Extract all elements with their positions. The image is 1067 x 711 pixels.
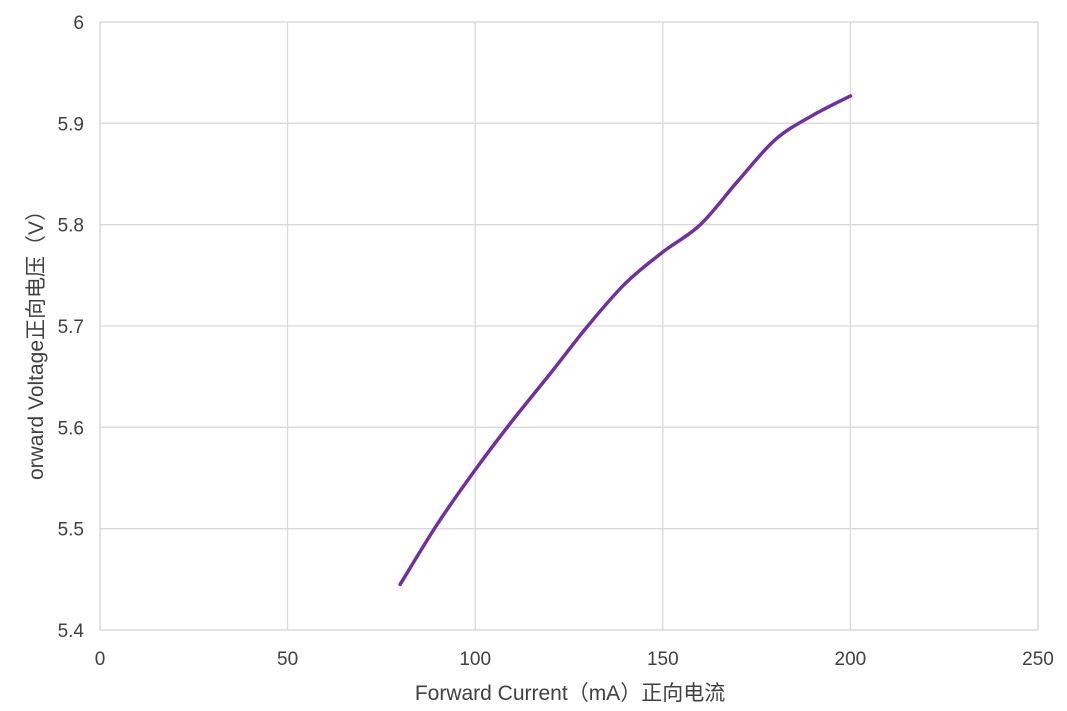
data-point <box>661 250 665 254</box>
y-tick-label: 6 <box>73 13 84 34</box>
y-tick-label: 5.4 <box>58 621 85 642</box>
x-tick-label: 100 <box>459 649 491 670</box>
data-point <box>398 582 402 586</box>
x-tick-label: 50 <box>277 649 298 670</box>
x-tick-label: 150 <box>647 649 679 670</box>
x-tick-label: 200 <box>835 649 867 670</box>
y-tick-label: 5.6 <box>58 418 84 439</box>
x-tick-label: 0 <box>95 649 106 670</box>
data-point <box>436 522 440 526</box>
y-tick-label: 5.7 <box>58 317 84 338</box>
y-axis-title: orward Voltage正向电压（V） <box>25 200 48 480</box>
x-axis-title: Forward Current（mA）正向电流 <box>415 682 725 705</box>
data-point <box>511 418 515 422</box>
x-axis-ticks: 0 50 100 150 200 250 <box>95 649 1054 670</box>
series-line-0 <box>398 94 853 587</box>
y-tick-label: 5.5 <box>58 520 84 541</box>
data-point <box>773 138 777 142</box>
data-point <box>548 372 552 376</box>
data-point <box>811 113 815 117</box>
y-tick-label: 5.9 <box>58 114 84 135</box>
data-point <box>586 324 590 328</box>
data-point <box>623 281 627 285</box>
plot-border <box>99 21 1039 631</box>
data-point <box>848 94 852 98</box>
data-point <box>698 223 702 227</box>
data-point <box>736 179 740 183</box>
y-axis-ticks: 5.4 5.5 5.6 5.7 5.8 5.9 6 <box>58 13 85 642</box>
grid <box>99 21 1039 631</box>
y-tick-label: 5.8 <box>58 216 84 237</box>
x-tick-label: 250 <box>1022 649 1054 670</box>
plot-area <box>99 21 1039 631</box>
series-group <box>398 94 853 587</box>
data-point <box>473 468 477 472</box>
